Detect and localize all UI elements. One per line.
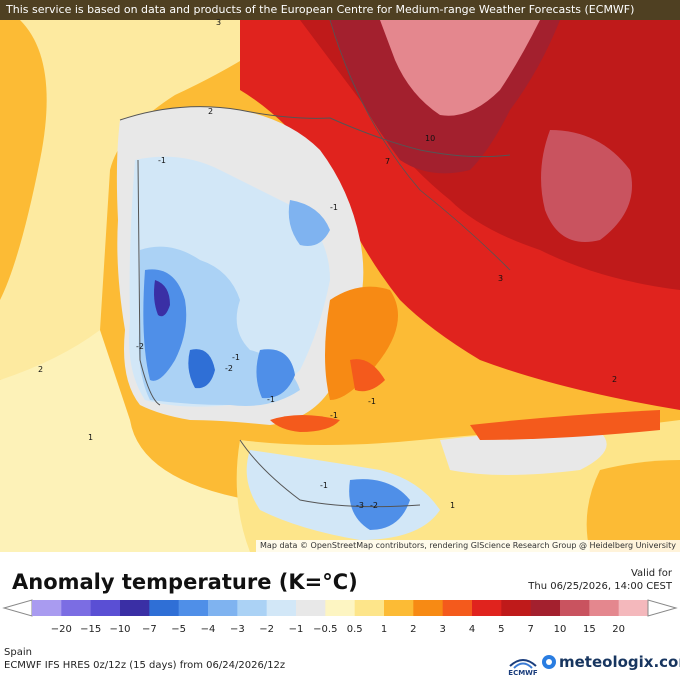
scale-tick-label: −0.5	[313, 624, 338, 635]
scale-swatch	[120, 600, 150, 616]
scale-swatch	[589, 600, 620, 616]
scale-tick-label: −10	[109, 624, 131, 635]
valid-time: Thu 06/25/2026, 14:00 CEST	[528, 581, 672, 592]
scale-tick-label: −15	[80, 624, 102, 635]
model-info: ECMWF IFS HRES 0z/12z (15 days) from 06/…	[4, 660, 286, 671]
iberia-blue-south	[188, 349, 215, 389]
valencia-red	[350, 359, 385, 392]
scale-swatch	[501, 600, 532, 616]
contour-label: -1	[232, 353, 240, 362]
iberia-blue-southeast	[256, 349, 295, 399]
scale-tick-label: 10	[553, 624, 567, 635]
gibraltar-red	[270, 415, 340, 432]
scale-swatch	[296, 600, 326, 616]
scale-tick-label: −4	[200, 624, 216, 635]
scale-tick-label: −2	[259, 624, 275, 635]
west-orange-area	[0, 20, 47, 300]
scale-swatch	[90, 600, 121, 616]
contour-label: 2	[612, 375, 617, 384]
scale-swatch	[61, 600, 92, 616]
atlantic-pale-area	[0, 20, 300, 380]
portugal-border	[137, 159, 161, 406]
contour-label: 10	[425, 134, 435, 143]
scale-swatch	[618, 600, 649, 616]
scale-swatch	[266, 600, 297, 616]
scale-tick-label: −5	[171, 624, 187, 635]
scale-tick-label: 1	[380, 624, 388, 635]
africa-border	[239, 439, 421, 508]
algeria-pale	[440, 431, 607, 475]
scale-swatch	[472, 600, 502, 616]
ecmwf-logo-icon	[509, 659, 537, 669]
contour-label: 3	[216, 18, 221, 27]
iberia-blue-north	[288, 200, 330, 246]
scale-swatch	[178, 600, 209, 616]
contour-label: -3	[356, 501, 364, 510]
map-canvas: 3 2 10 7 -1 -1 -2 -1 -2 -1 -1 -1 2 3 2 1…	[0, 0, 680, 552]
contour-label: -1	[330, 203, 338, 212]
scale-tick-label: −7	[141, 624, 157, 635]
contour-label: 2	[208, 107, 213, 116]
scale-swatch	[354, 600, 385, 616]
region-label: Spain	[4, 647, 32, 658]
contour-label: 7	[385, 157, 390, 166]
contour-label: -2	[136, 342, 144, 351]
scale-tick-label: 2	[410, 624, 417, 635]
tunisia-orange	[586, 460, 680, 552]
scale-swatch	[560, 600, 590, 616]
morocco-blue	[349, 479, 410, 530]
contour-label: -1	[368, 397, 376, 406]
scale-tick-label: 0.5	[346, 624, 363, 635]
meteologix-logo-icon	[542, 655, 556, 669]
contour-label: 3	[498, 274, 503, 283]
meteologix-brand[interactable]: meteologix.com	[559, 653, 680, 671]
scale-tick-label: −20	[50, 624, 72, 635]
scale-tick-label: 20	[612, 624, 626, 635]
contour-label: -2	[370, 501, 378, 510]
iberia-darkblue-core	[154, 280, 170, 317]
scale-swatch	[32, 600, 62, 616]
scale-tick-label: 3	[439, 624, 446, 635]
iberia-midblue-west	[143, 269, 187, 381]
valencia-orange	[325, 286, 398, 400]
scale-tick-label: 4	[468, 624, 476, 635]
scale-tick-label: −1	[288, 624, 304, 635]
scale-arrow-right	[647, 599, 678, 617]
contour-label: 2	[38, 365, 43, 374]
color-scale	[2, 599, 678, 617]
algeria-coast-red	[470, 410, 660, 440]
scale-swatch	[384, 600, 414, 616]
scale-swatch	[413, 600, 444, 616]
scale-tick-label: −3	[229, 624, 245, 635]
map-attribution[interactable]: Map data © OpenStreetMap contributors, r…	[256, 540, 680, 552]
contour-label: -2	[225, 364, 233, 373]
scale-swatch	[237, 600, 268, 616]
contour-label: -1	[320, 481, 328, 490]
scale-swatch	[149, 600, 180, 616]
france-border	[329, 19, 511, 271]
scale-swatch	[442, 600, 473, 616]
scale-swatch	[530, 600, 561, 616]
ecmwf-banner: This service is based on data and produc…	[0, 0, 680, 20]
legend-title: Anomaly temperature (K=°C)	[12, 570, 358, 594]
france-pink-area	[380, 20, 540, 116]
border-line	[119, 106, 511, 158]
scale-tick-label: 15	[582, 624, 596, 635]
contour-label: -1	[330, 411, 338, 420]
contour-label: -1	[267, 395, 275, 404]
scale-swatch	[325, 600, 356, 616]
scale-tick-label: 7	[527, 624, 534, 635]
southwest-pale-area	[0, 330, 300, 552]
italy-pinkish-area	[541, 130, 632, 242]
contour-label: 1	[88, 433, 93, 442]
contour-label: 1	[450, 501, 455, 510]
anomaly-map[interactable]: 3 2 10 7 -1 -1 -2 -1 -2 -1 -1 -1 2 3 2 1…	[0, 0, 680, 552]
scale-arrow-left	[2, 599, 33, 617]
scale-tick-label: 5	[498, 624, 505, 635]
contour-label: -1	[158, 156, 166, 165]
ecmwf-logo-text: ECMWF	[508, 669, 538, 677]
valid-for-label: Valid for	[630, 568, 672, 579]
scale-swatch	[208, 600, 238, 616]
